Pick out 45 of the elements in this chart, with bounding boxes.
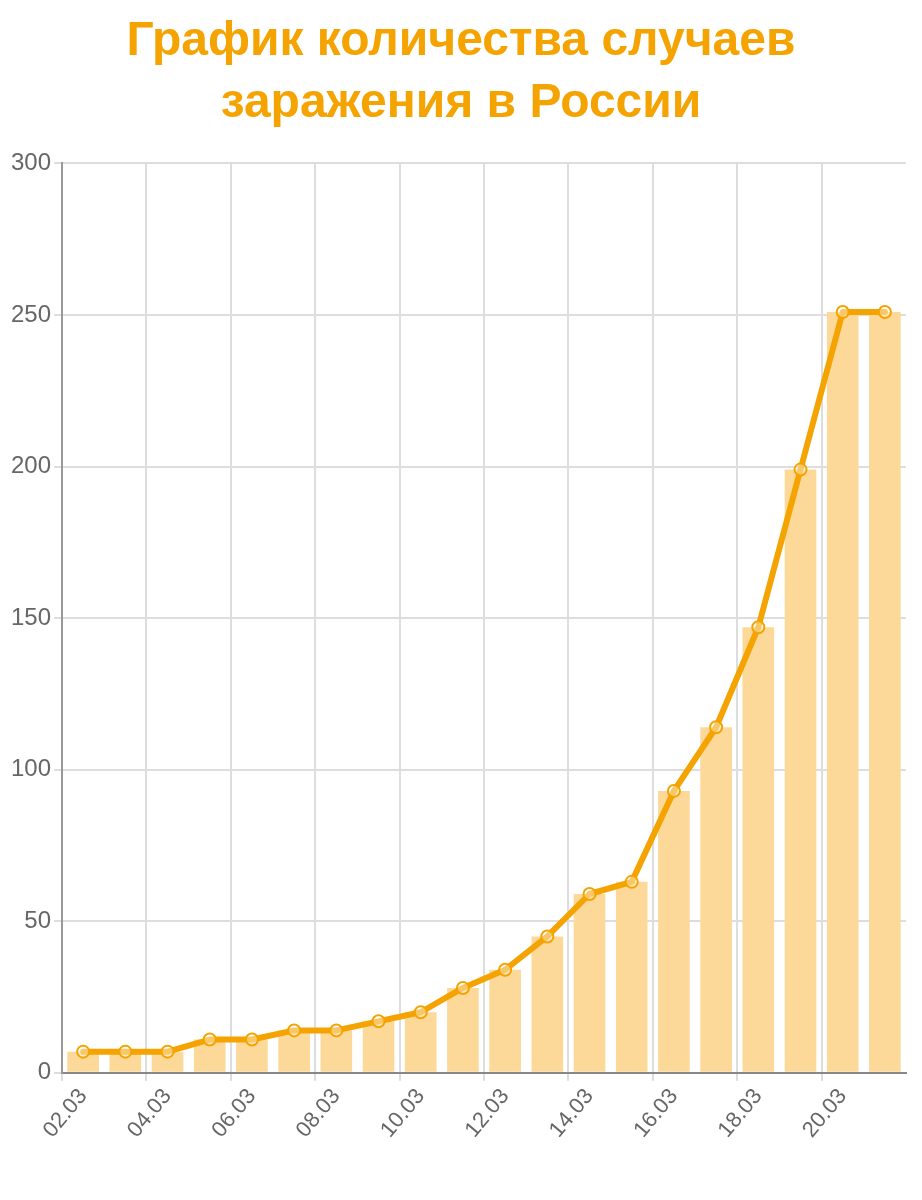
point	[709, 720, 724, 735]
point	[413, 1005, 428, 1020]
y-tick-label: 200	[11, 451, 52, 479]
bar	[700, 727, 732, 1072]
point	[751, 620, 766, 635]
point	[371, 1014, 386, 1029]
bar	[784, 469, 817, 1072]
point	[202, 1032, 217, 1047]
point	[582, 887, 597, 901]
bar	[615, 881, 648, 1072]
point	[118, 1044, 133, 1059]
point	[624, 874, 639, 889]
point	[287, 1023, 302, 1038]
y-tick-label: 300	[11, 148, 52, 176]
y-tick-label: 0	[37, 1057, 52, 1085]
bar	[447, 987, 479, 1072]
point	[455, 980, 470, 995]
point	[793, 462, 808, 477]
bar	[742, 627, 775, 1072]
point	[244, 1032, 259, 1047]
bar	[531, 936, 564, 1072]
bar	[278, 1030, 310, 1072]
bar	[67, 1051, 99, 1072]
bar	[236, 1039, 268, 1072]
point	[160, 1044, 175, 1059]
point	[498, 962, 513, 977]
bar	[320, 1030, 353, 1072]
bar	[362, 1021, 395, 1072]
point	[329, 1023, 344, 1038]
bar	[658, 790, 690, 1072]
point	[540, 929, 555, 944]
bar	[869, 311, 901, 1072]
point	[835, 304, 850, 319]
bar	[826, 311, 859, 1072]
bar	[489, 969, 521, 1072]
point	[666, 783, 681, 798]
point	[76, 1044, 91, 1059]
y-tick-label: 150	[11, 602, 52, 630]
point	[877, 304, 892, 319]
y-tick-label: 250	[11, 299, 52, 327]
y-tick-label: 100	[11, 754, 52, 782]
bar	[573, 894, 606, 1072]
y-tick-label: 50	[24, 905, 52, 933]
chart-title: График количества случаев заражения в России	[125, 11, 797, 129]
bar	[404, 1012, 437, 1072]
